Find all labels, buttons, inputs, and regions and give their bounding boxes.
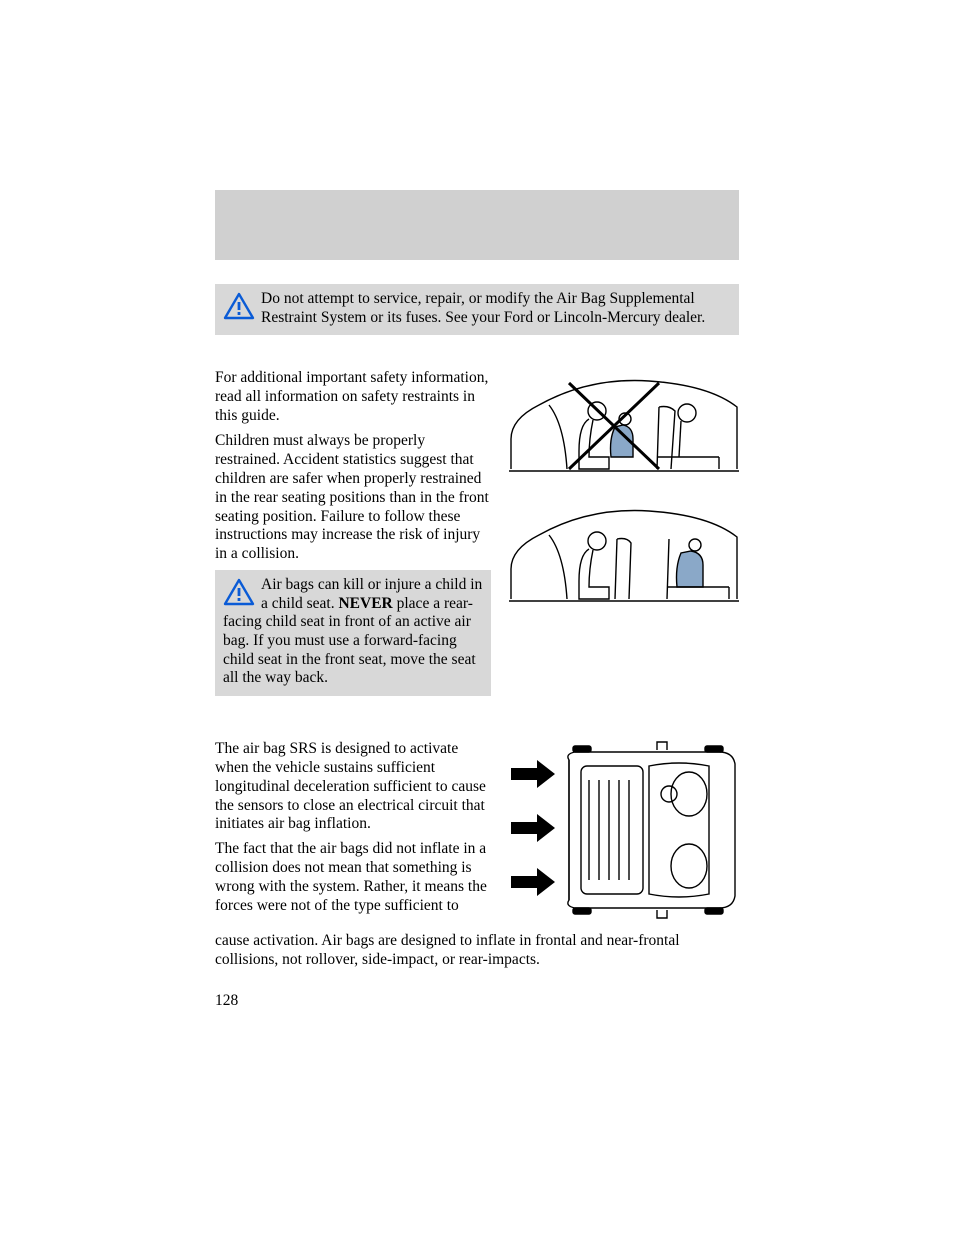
header-band [215,190,739,260]
warning-text: Air bags can kill or injure a child in a… [223,576,482,686]
warning-text: Do not attempt to service, repair, or mo… [261,290,705,326]
figure-column-front-view [509,740,739,920]
para-srs-activate: The air bag SRS is designed to activate … [215,740,491,835]
para-srs-not-inflate: The fact that the air bags did not infla… [215,840,491,916]
figure-side-view-crossed [509,369,739,489]
warning-icon [223,292,255,320]
warning-never: NEVER [338,595,392,612]
page-number: 128 [215,992,739,1010]
row-safety: For additional important safety informat… [215,369,739,712]
para-srs-not-inflate-cont: cause activation. Air bags are designed … [215,932,739,970]
para-additional-info: For additional important safety informat… [215,369,491,426]
page-content: Do not attempt to service, repair, or mo… [215,190,739,1010]
warning-box-child-seat: Air bags can kill or injure a child in a… [215,570,491,696]
safety-text-column: For additional important safety informat… [215,369,491,712]
para-children-restrained: Children must always be properly restrai… [215,432,491,564]
srs-text-column: How does the air bag supplemental restra… [215,740,491,922]
figure-side-view-correct [509,499,739,619]
figure-column-side-views [509,369,739,619]
warning-box-service: Do not attempt to service, repair, or mo… [215,284,739,335]
figure-front-impact [509,740,739,920]
row-srs: How does the air bag supplemental restra… [215,740,739,922]
warning-icon [223,578,255,606]
